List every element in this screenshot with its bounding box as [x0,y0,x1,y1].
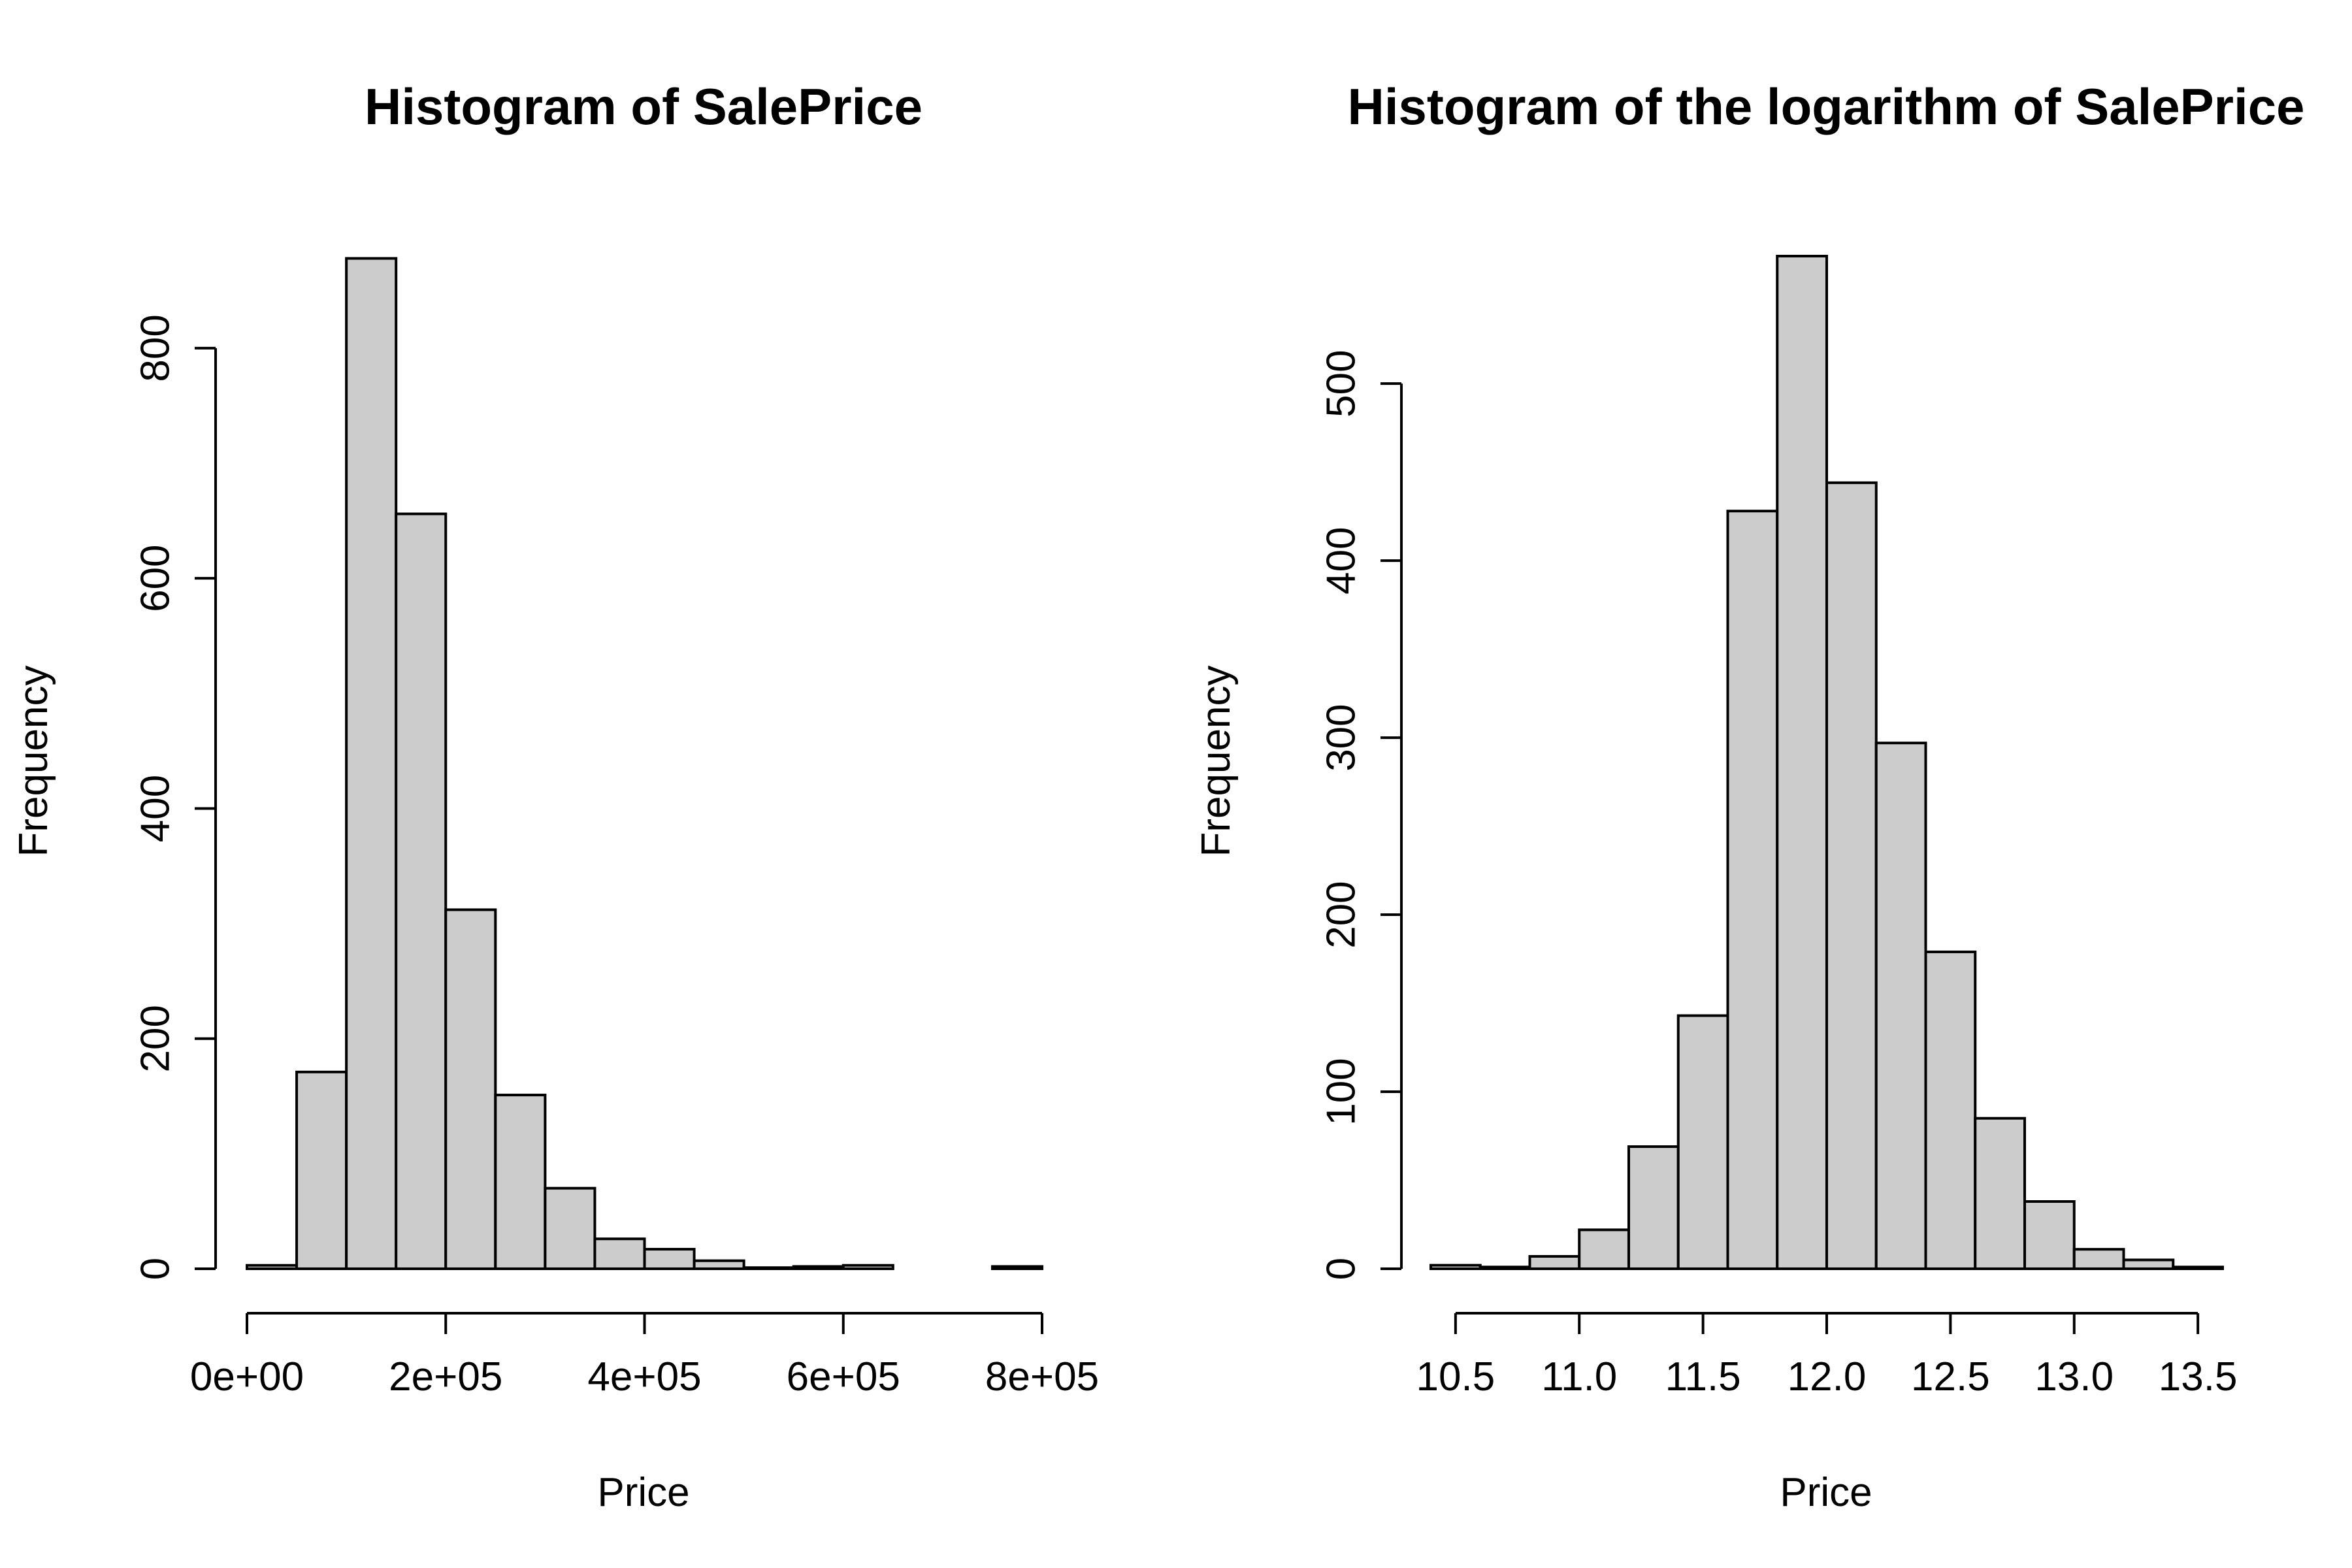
y-tick-label: 100 [1319,1058,1364,1125]
y-axis: 0 200 400 600 800 [133,314,217,1280]
histogram-bar [395,512,448,1270]
x-tick-label: 6e+05 [787,1354,900,1399]
histogram-bar [1874,742,1927,1270]
chart-title: Histogram of the logarithm of SalePrice [1348,78,2305,135]
histogram-bar [2172,1266,2224,1271]
histogram-bar [593,1237,646,1270]
y-axis-label: Frequency [11,666,56,857]
histogram-bar [1528,1255,1581,1271]
histogram-bar [1429,1264,1482,1270]
histogram-bar [2072,1248,2125,1270]
histogram-bar [444,908,497,1270]
x-tick-label: 8e+05 [985,1354,1099,1399]
x-axis: 0e+00 2e+05 4e+05 6e+05 8e+05 [190,1312,1099,1399]
y-tick-label: 200 [133,1005,178,1072]
histogram-bar [990,1265,1043,1270]
y-tick-label: 0 [1319,1258,1364,1280]
y-tick-label: 500 [1319,350,1364,417]
x-tick-label: 13.0 [2034,1354,2114,1399]
y-tick-label: 400 [133,775,178,842]
x-tick-label: 10.5 [1416,1354,1495,1399]
x-tick-label: 11.5 [1665,1354,1741,1399]
x-tick-label: 12.5 [1911,1354,1990,1399]
histogram-bar [2023,1200,2076,1271]
x-tick-label: 13.5 [2159,1354,2238,1399]
log-saleprice-histogram: Histogram of the logarithm of SalePrice … [1194,78,2304,1515]
histogram-bar [1676,1014,1729,1270]
histogram-bar [1578,1228,1630,1271]
y-axis: 0 100 200 300 400 500 [1319,350,1403,1280]
y-tick-label: 200 [1319,881,1364,948]
x-tick-label: 0e+00 [190,1354,304,1399]
histogram-bar [295,1070,348,1271]
y-axis-label: Frequency [1194,666,1239,857]
histogram-bar [841,1264,894,1270]
histogram-bar [1726,510,1779,1271]
histogram-bar [643,1248,696,1271]
histogram-bar [345,257,398,1270]
chart-title: Histogram of SalePrice [365,78,923,135]
histogram-bar [792,1265,845,1270]
histogram-bar [544,1186,596,1270]
x-axis-label: Price [597,1470,689,1515]
histogram-bar [494,1094,547,1271]
histogram-bar [1825,481,1878,1270]
histogram-bar [1924,950,1977,1270]
histogram-bar [2122,1258,2175,1270]
x-tick-label: 11.0 [1541,1354,1617,1399]
histogram-bar [742,1266,795,1270]
y-tick-label: 400 [1319,527,1364,594]
y-tick-label: 800 [133,314,178,382]
y-tick-label: 0 [133,1258,178,1280]
histogram-bar [1627,1145,1680,1271]
histogram-bars [1429,255,2224,1271]
histogram-bar [246,1264,299,1270]
histogram-bar [1478,1266,1531,1271]
y-tick-label: 300 [1319,704,1364,771]
x-tick-label: 2e+05 [389,1354,502,1399]
x-axis-label: Price [1780,1470,1872,1515]
saleprice-histogram: Histogram of SalePrice 0 200 400 600 800 0e+… [11,78,1099,1515]
histogram-bar [1974,1117,2026,1271]
y-tick-label: 600 [133,544,178,612]
x-tick-label: 4e+05 [587,1354,701,1399]
x-tick-label: 12.0 [1788,1354,1867,1399]
histogram-bar [693,1259,745,1271]
x-axis: 10.5 11.0 11.5 12.0 12.5 13.0 13.5 [1416,1312,2238,1399]
histogram-bars [246,257,1043,1271]
histogram-bar [1776,255,1828,1270]
